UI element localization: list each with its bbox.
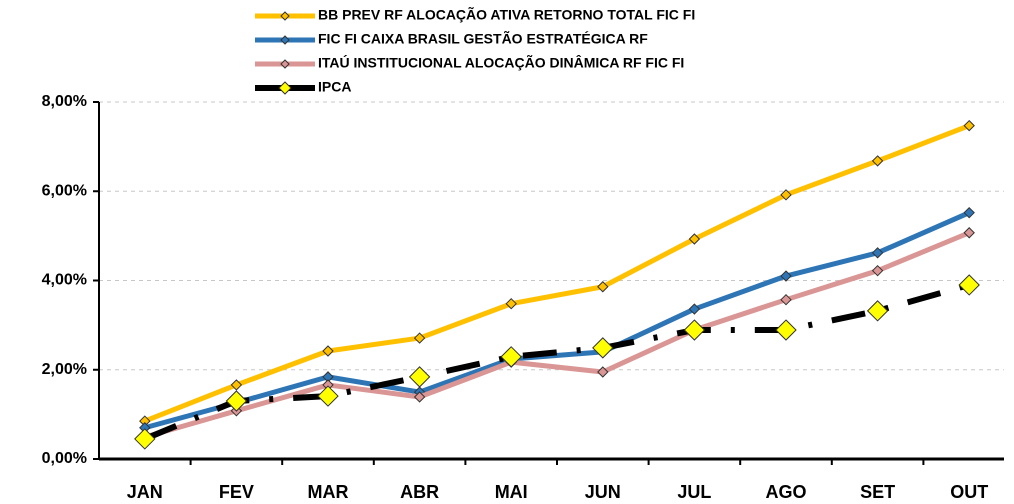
- x-tick-label: ABR: [400, 482, 439, 502]
- point-marker: [963, 119, 975, 132]
- point-marker: [322, 345, 334, 357]
- series-line: [144, 230, 971, 440]
- point-marker: [775, 319, 797, 341]
- legend-marker: [280, 11, 290, 21]
- series-line: [144, 210, 971, 431]
- point-marker: [413, 332, 426, 344]
- point-marker: [866, 300, 889, 322]
- x-tick-label: MAI: [495, 482, 528, 502]
- point-marker: [871, 247, 884, 259]
- series-line: [143, 123, 971, 424]
- x-tick-label: MAR: [308, 482, 349, 502]
- x-tick-label: FEV: [219, 482, 254, 502]
- point-marker: [597, 281, 609, 293]
- legend-label: IPCA: [318, 79, 351, 95]
- legend-marker: [280, 35, 290, 45]
- y-tick-label: 2,00%: [42, 361, 87, 378]
- point-marker: [780, 293, 792, 306]
- x-tick-label: JAN: [127, 482, 163, 502]
- point-marker: [134, 428, 156, 450]
- legend-marker: [280, 59, 290, 69]
- x-tick-label: JUL: [677, 482, 711, 502]
- point-marker: [230, 379, 243, 391]
- y-tick-label: 0,00%: [42, 450, 87, 467]
- point-marker: [500, 346, 522, 368]
- point-marker: [871, 155, 884, 167]
- point-marker: [413, 391, 426, 403]
- point-marker: [225, 390, 248, 412]
- x-tick-label: OUT: [950, 482, 988, 502]
- legend-label: BB PREV RF ALOCAÇÃO ATIVA RETORNO TOTAL …: [318, 6, 695, 23]
- y-tick-label: 4,00%: [42, 272, 87, 289]
- legend-label: ITAÚ INSTITUCIONAL ALOCAÇÃO DINÂMICA RF …: [318, 54, 684, 71]
- y-tick-label: 6,00%: [42, 182, 87, 199]
- point-marker: [871, 264, 884, 277]
- x-tick-label: JUN: [585, 482, 621, 502]
- point-marker: [683, 319, 706, 341]
- point-marker: [688, 233, 701, 245]
- point-marker: [958, 274, 980, 296]
- point-marker: [592, 337, 614, 359]
- point-marker: [688, 303, 701, 315]
- legend-marker: [278, 81, 292, 95]
- y-tick-label: 8,00%: [42, 93, 87, 110]
- point-marker: [317, 385, 339, 407]
- point-marker: [780, 270, 792, 282]
- legend-label: FIC FI CAIXA BRASIL GESTÃO ESTRATÉGICA R…: [318, 30, 648, 47]
- point-marker: [408, 366, 431, 388]
- x-tick-label: AGO: [765, 482, 806, 502]
- point-marker: [505, 297, 517, 310]
- x-tick-label: SET: [860, 482, 895, 502]
- point-marker: [780, 189, 792, 201]
- point-marker: [963, 227, 975, 239]
- series-line: [143, 282, 971, 442]
- point-marker: [963, 206, 975, 219]
- point-marker: [597, 366, 609, 378]
